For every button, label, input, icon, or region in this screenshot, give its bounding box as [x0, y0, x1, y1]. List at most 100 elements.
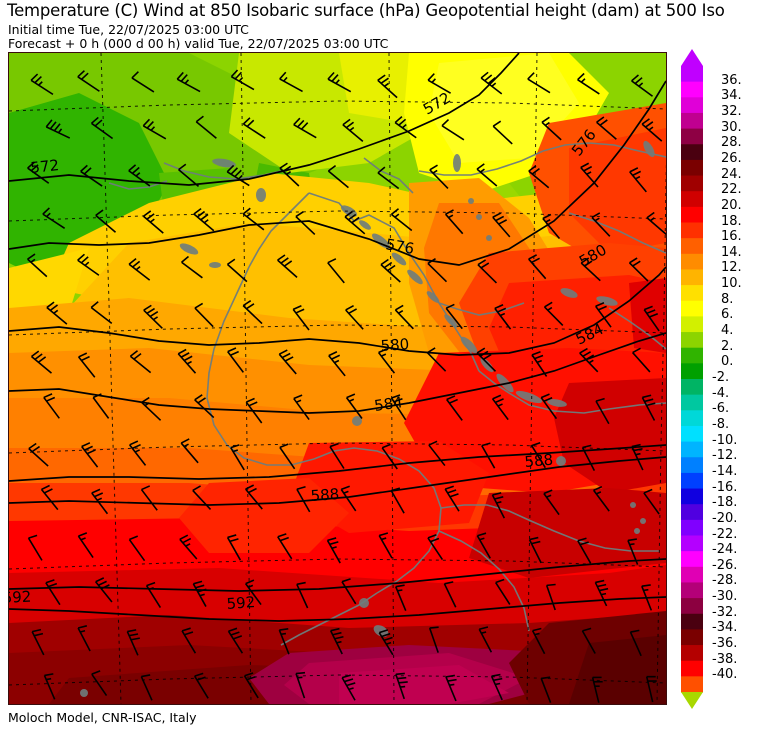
- wind-barb: [328, 351, 346, 377]
- wind-barb: [429, 164, 449, 189]
- wind-barb: [178, 163, 200, 187]
- wind-barb: [181, 255, 203, 279]
- wind-barb: [279, 71, 303, 93]
- wind-barb: [340, 485, 357, 512]
- wind-barb: [226, 534, 242, 561]
- wind-barb: [577, 72, 600, 95]
- wind-barb: [128, 535, 146, 562]
- wind-barb: [194, 394, 215, 419]
- wind-barb: [427, 257, 448, 283]
- wind-barb: [245, 397, 263, 424]
- colorbar-tick: -38.: [712, 651, 738, 667]
- wind-barb: [492, 212, 511, 238]
- wind-barb: [428, 626, 439, 653]
- wind-barb: [594, 301, 612, 328]
- wind-barb: [279, 162, 300, 187]
- wind-barb: [226, 164, 250, 187]
- wind-barb: [140, 674, 153, 701]
- colorbar-tick: -4.: [712, 385, 730, 401]
- colorbar-tick: -20.: [712, 510, 738, 526]
- colorbar-tick: 6.: [721, 307, 734, 323]
- wind-barb: [641, 584, 653, 611]
- wind-barb: [77, 625, 91, 652]
- wind-barb: [243, 672, 259, 699]
- colorbar-tick: -10.: [712, 432, 738, 448]
- wind-barb: [595, 397, 610, 425]
- wind-barb: [92, 393, 110, 419]
- wind-barb: [91, 488, 109, 515]
- model-credit: Moloch Model, CNR-ISAC, Italy: [8, 710, 197, 725]
- wind-barb: [380, 258, 401, 283]
- colorbar-tick: -18.: [712, 495, 738, 511]
- wind-barb: [394, 584, 407, 611]
- colorbar-tick: 36.: [721, 72, 742, 88]
- wind-barb: [77, 253, 100, 276]
- wind-barb: [476, 532, 491, 559]
- colorbar-tick: -22.: [712, 526, 738, 542]
- wind-barb: [27, 161, 50, 184]
- wind-barb: [378, 532, 393, 559]
- wind-barb: [646, 211, 666, 236]
- wind-barb: [545, 583, 556, 611]
- wind-barb: [627, 538, 639, 565]
- wind-barb: [446, 395, 463, 421]
- colorbar-tick: -34.: [712, 620, 738, 636]
- wind-barb: [527, 72, 551, 94]
- wind-barb: [596, 116, 617, 140]
- wind-barb: [378, 629, 394, 656]
- initial-time-label: Initial time Tue, 22/07/2025 03:00 UTC: [8, 22, 249, 37]
- wind-barb: [129, 350, 152, 374]
- wind-barb: [180, 438, 199, 464]
- wind-barb: [531, 350, 548, 377]
- colorbar-tick: 32.: [721, 103, 742, 119]
- wind-barb: [230, 69, 255, 91]
- contour-label: 584: [373, 393, 404, 415]
- contour-label: 588: [524, 451, 554, 471]
- colorbar-tick: 0.: [721, 354, 734, 370]
- wind-barb: [141, 396, 162, 421]
- wind-barb: [476, 163, 498, 187]
- wind-barb: [293, 394, 310, 421]
- wind-barb: [176, 71, 201, 93]
- wind-barb: [128, 164, 151, 187]
- wind-barb: [495, 578, 511, 605]
- wind-barb: [594, 579, 609, 607]
- wind-barb: [327, 258, 345, 284]
- wind-barb: [345, 393, 363, 420]
- wind-barb: [381, 443, 398, 470]
- wind-barb: [643, 305, 660, 332]
- wind-barb: [377, 348, 396, 374]
- wind-barb: [426, 347, 447, 372]
- wind-barb: [394, 304, 414, 330]
- wind-barb: [45, 119, 71, 139]
- wind-barb: [193, 672, 209, 699]
- wind-barb: [142, 118, 167, 140]
- wind-barb: [427, 73, 452, 94]
- colorbar-tick: -36.: [712, 636, 738, 652]
- wind-barb: [278, 627, 290, 655]
- wind-barb: [293, 117, 317, 139]
- colorbar-tick-labels: 36. 34. 32. 30. 28. 26. 24. 22. 20. 18. 16. 14. 12. 1…: [712, 49, 758, 709]
- wind-barb: [581, 627, 596, 654]
- wind-barb: [242, 300, 263, 325]
- wind-barb: [645, 675, 657, 703]
- wind-barb: [528, 536, 542, 564]
- wind-barb: [242, 207, 265, 231]
- colorbar-tick: -28.: [712, 573, 738, 589]
- colorbar-tick: 34.: [721, 88, 742, 104]
- wind-barb: [490, 673, 503, 701]
- wind-barb: [377, 166, 400, 190]
- wind-barb: [77, 70, 100, 92]
- wind-barb: [295, 211, 316, 236]
- colorbar-tick: -12.: [712, 448, 738, 464]
- colorbar-tick: 18.: [721, 213, 742, 229]
- forecast-label: Forecast + 0 h (000 d 00 h) valid Tue, 2…: [8, 36, 389, 51]
- wind-barb: [631, 443, 644, 471]
- wind-barb: [531, 627, 546, 655]
- contour-label: 588: [310, 485, 340, 505]
- wind-barb: [142, 210, 164, 234]
- wind-barb: [226, 258, 248, 283]
- wind-barb: [631, 74, 654, 97]
- wind-barb: [481, 442, 496, 469]
- wind-barbs: [27, 69, 666, 703]
